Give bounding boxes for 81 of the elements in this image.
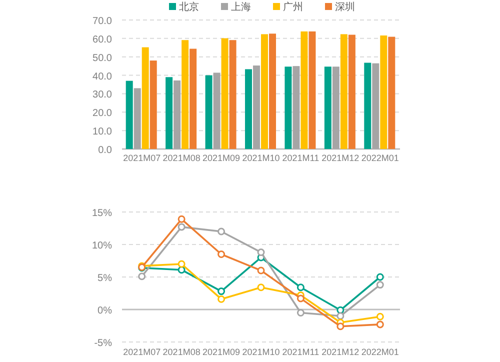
bar — [213, 72, 220, 149]
bar — [284, 66, 292, 149]
x-tick-label: 2021M11 — [282, 153, 320, 163]
y-tick-label: 50.0 — [92, 52, 112, 64]
bar — [292, 66, 300, 149]
legend-label: 上海 — [231, 1, 251, 13]
bar — [388, 36, 396, 149]
x-tick-label: 2021M09 — [202, 347, 240, 357]
point — [178, 266, 186, 274]
bar — [300, 31, 308, 149]
bar — [182, 40, 189, 149]
point — [376, 312, 384, 320]
x-tick-label: 2021M10 — [242, 347, 280, 357]
x-tick-label: 2021M07 — [123, 153, 161, 163]
x-tick-label: 2021M10 — [242, 153, 280, 163]
x-tick-label: 2021M08 — [162, 347, 200, 357]
x-tick-label: 2022M01 — [361, 153, 399, 163]
point — [336, 306, 344, 314]
bar — [245, 69, 252, 149]
bar — [190, 48, 197, 149]
bar — [340, 34, 348, 149]
bar — [205, 75, 212, 149]
y-tick-label: 70.0 — [92, 16, 112, 27]
bar — [253, 66, 260, 149]
point — [178, 223, 186, 231]
point — [296, 284, 304, 292]
point — [218, 250, 226, 258]
y-tick-label: 20.0 — [92, 108, 112, 120]
y-tick-label: 40.0 — [92, 71, 112, 82]
legend-label: 广州 — [283, 1, 303, 13]
x-tick-label: 2022M01 — [361, 347, 399, 357]
point — [218, 288, 226, 296]
x-tick-label: 2021M12 — [322, 347, 360, 357]
y-tick-label: 60.0 — [92, 34, 112, 46]
bar — [261, 34, 268, 149]
point — [376, 273, 384, 281]
y-tick-label: 30.0 — [92, 90, 112, 101]
point — [296, 309, 304, 316]
y-tick-label: 0.0 — [98, 145, 112, 156]
y-tick-label: 15% — [92, 208, 112, 219]
point — [336, 322, 344, 330]
legend-label: 深圳 — [335, 1, 355, 13]
y-tick-label: 0% — [98, 306, 112, 316]
point — [218, 295, 226, 303]
bar — [380, 35, 388, 149]
y-tick-label: 10% — [92, 240, 112, 252]
point — [178, 260, 186, 268]
bar — [150, 60, 157, 149]
bar — [324, 66, 332, 149]
point — [257, 266, 265, 274]
bar — [372, 63, 380, 149]
bar — [126, 80, 133, 149]
y-tick-label: 10.0 — [92, 126, 112, 138]
point — [218, 228, 226, 236]
x-tick-label: 2021M12 — [322, 153, 360, 163]
point — [178, 215, 186, 223]
y-tick-label: 5% — [98, 273, 112, 284]
bar — [308, 31, 316, 149]
point — [138, 272, 146, 280]
x-tick-label: 2021M09 — [202, 153, 240, 163]
legend-label: 北京 — [179, 1, 199, 13]
x-tick-label: 2021M07 — [123, 347, 161, 357]
bar — [229, 40, 236, 149]
bar — [142, 47, 149, 149]
bar — [348, 34, 356, 149]
point — [296, 294, 304, 302]
point — [257, 248, 265, 256]
y-tick-label: -5% — [94, 338, 112, 349]
bar — [166, 77, 173, 149]
bar — [332, 66, 340, 149]
bar — [221, 38, 228, 149]
point — [376, 320, 384, 328]
point — [336, 312, 344, 320]
x-tick-label: 2021M11 — [282, 347, 320, 357]
bar — [269, 34, 276, 149]
bar — [364, 62, 372, 149]
point — [257, 284, 265, 292]
x-tick-label: 2021M08 — [162, 153, 200, 163]
bar — [174, 80, 181, 149]
point — [376, 281, 384, 289]
bar — [134, 88, 141, 149]
